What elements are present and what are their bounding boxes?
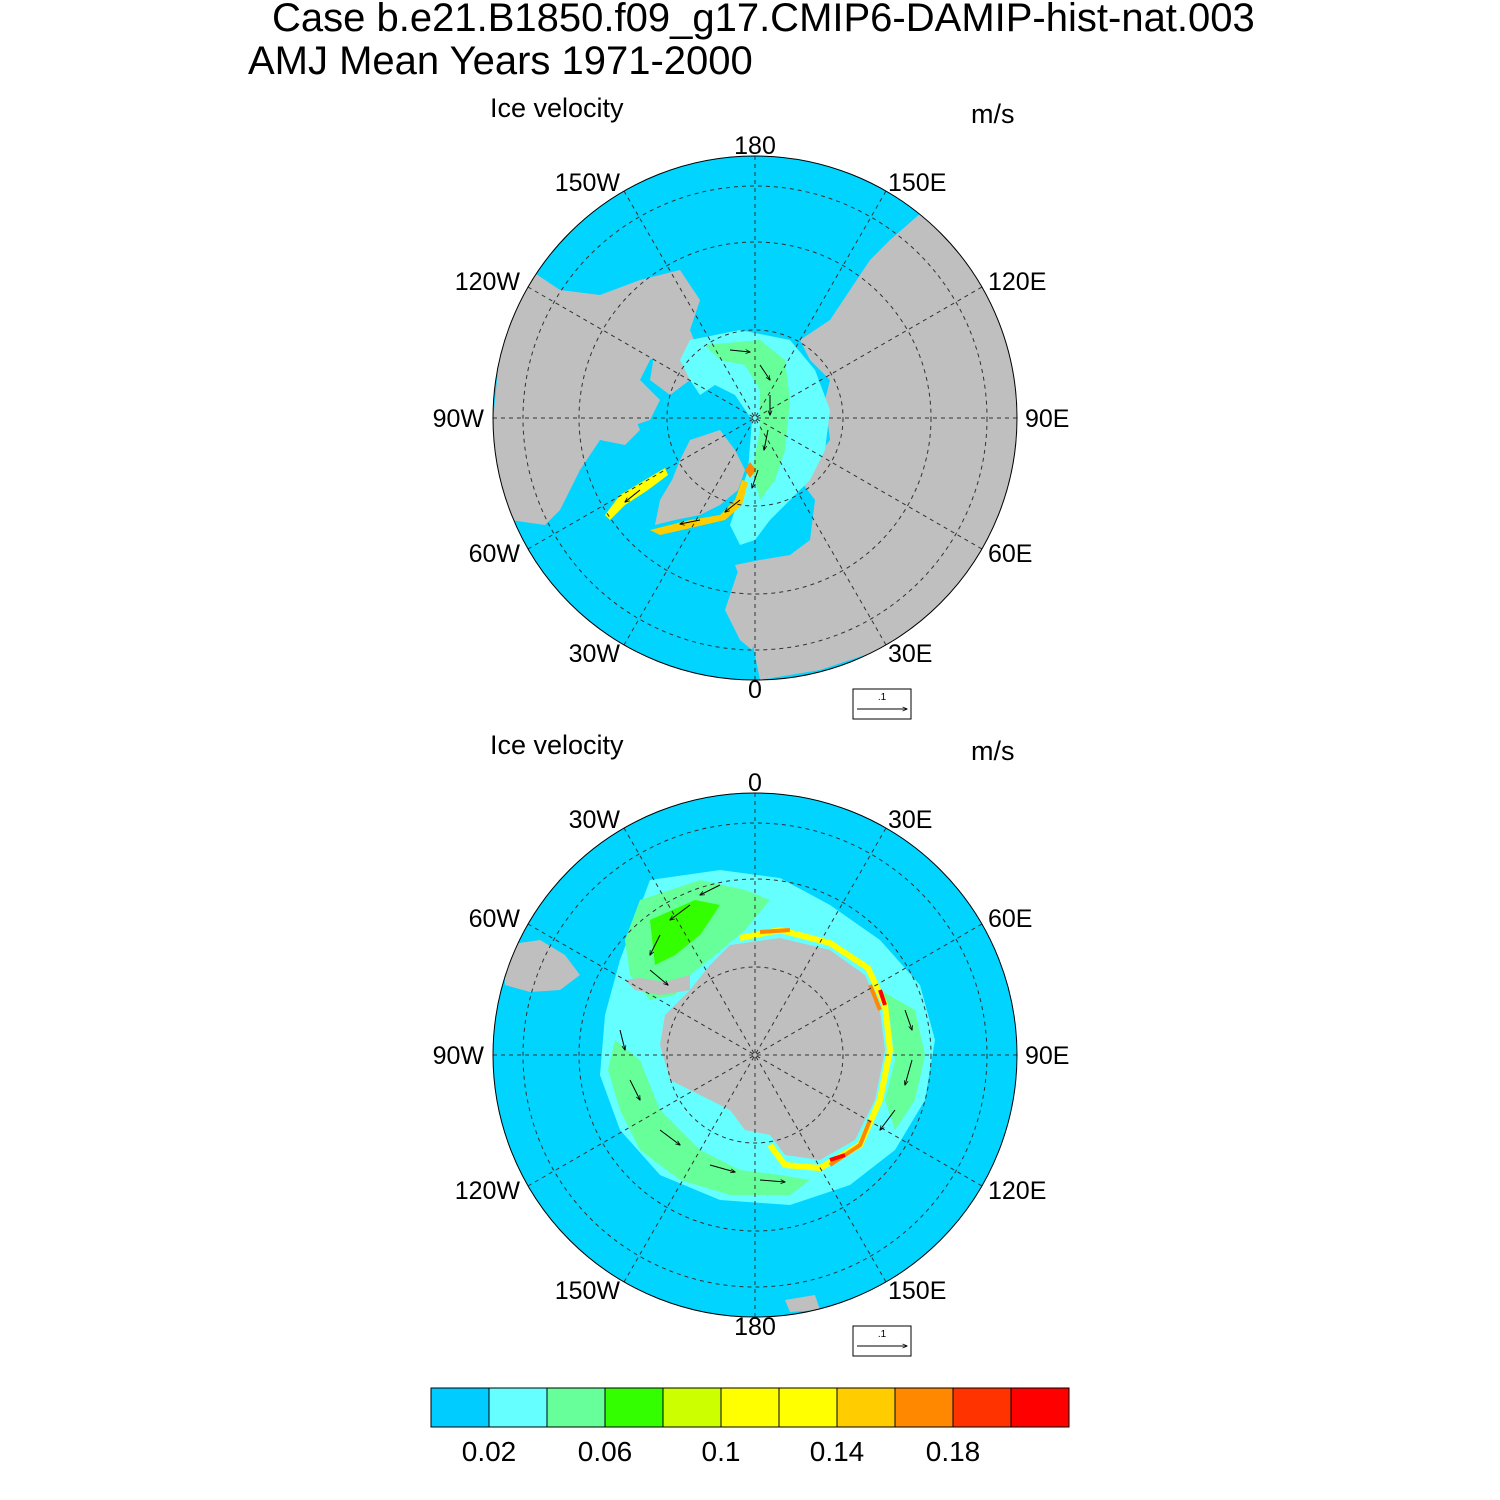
north-longitude-labels: 180 150E 120E 90E 60E 30E 0 30W 60W 90W … [433, 132, 1070, 704]
north-lon-label: 150E [888, 169, 946, 197]
colorbar-box [894, 1387, 954, 1428]
north-lon-label: 30E [888, 640, 932, 668]
colorbar-box [836, 1387, 896, 1428]
north-lon-label: 150W [555, 169, 621, 197]
figure-subtitle: AMJ Mean Years 1971-2000 [248, 39, 753, 83]
colorbar-tick-label: 0.18 [926, 1436, 981, 1467]
colorbar-box [952, 1387, 1012, 1428]
colorbar-tick-label: 0.02 [462, 1436, 517, 1467]
south-ice-ross-stream [608, 1040, 810, 1195]
south-lon-label: 30E [888, 806, 932, 834]
north-land-scandinavia [725, 560, 780, 650]
south-ice-east-stream [880, 990, 925, 1130]
north-lon-label: 60E [988, 540, 1032, 568]
colorbar [430, 1387, 1070, 1428]
colorbar-box [720, 1387, 780, 1428]
south-lon-label: 30W [569, 806, 621, 834]
south-lon-label: 60E [988, 905, 1032, 933]
colorbar-tick-labels: 0.02 0.06 0.1 0.14 0.18 [462, 1436, 981, 1467]
south-lon-label: 60W [469, 905, 521, 933]
north-panel-variable-label: Ice velocity [490, 93, 624, 123]
colorbar-box [662, 1387, 722, 1428]
south-longitude-labels: 0 30E 60E 90E 120E 150E 180 150W 120W 90… [433, 769, 1070, 1341]
north-map-border [492, 155, 1018, 681]
north-lon-label: 180 [734, 132, 776, 160]
south-reference-vector-label: .1 [878, 1329, 887, 1340]
north-panel-units-label: m/s [971, 99, 1015, 129]
north-reference-vector: .1 [852, 688, 912, 720]
north-lon-label: 0 [748, 676, 762, 704]
colorbar-box [778, 1387, 838, 1428]
south-land-antarctic-peninsula [625, 975, 690, 995]
south-land-antarctica [660, 938, 885, 1160]
north-reference-vector-label: .1 [878, 692, 887, 703]
south-reference-vector: .1 [852, 1325, 912, 1357]
south-lon-label: 0 [748, 769, 762, 797]
south-lon-label: 150E [888, 1277, 946, 1305]
north-lon-label: 90E [1025, 405, 1069, 433]
north-lon-label: 60W [469, 540, 521, 568]
south-polar-map [492, 792, 1018, 1318]
north-polar-map [492, 155, 1018, 681]
colorbar-tick-label: 0.1 [702, 1436, 741, 1467]
south-lon-label: 120W [455, 1177, 521, 1205]
north-lon-label: 120E [988, 268, 1046, 296]
south-ice-weddell-stream [625, 880, 770, 1000]
south-coastal-fast-band [739, 926, 894, 1172]
south-land-south-america [505, 940, 580, 992]
colorbar-box [488, 1387, 548, 1428]
north-lon-label: 30W [569, 640, 621, 668]
south-lon-label: 150W [555, 1277, 621, 1305]
colorbar-box [430, 1387, 490, 1428]
north-land-eurasia [735, 205, 1017, 680]
south-lon-label: 90E [1025, 1042, 1069, 1070]
colorbar-tick-label: 0.14 [810, 1436, 865, 1467]
colorbar-box [604, 1387, 664, 1428]
south-lon-label: 180 [734, 1313, 776, 1341]
colorbar-box [546, 1387, 606, 1428]
colorbar-box [1010, 1387, 1070, 1428]
south-panel-variable-label: Ice velocity [490, 730, 624, 760]
south-lon-label: 120E [988, 1177, 1046, 1205]
figure-title: Case b.e21.B1850.f09_g17.CMIP6-DAMIP-his… [272, 0, 1255, 40]
colorbar-tick-label: 0.06 [578, 1436, 633, 1467]
north-land-greenland [655, 430, 745, 525]
north-lon-label: 90W [433, 405, 485, 433]
south-lon-label: 90W [433, 1042, 485, 1070]
south-map-border [492, 792, 1018, 1318]
north-land-north-america [493, 270, 700, 525]
south-panel-units-label: m/s [971, 736, 1015, 766]
north-lon-label: 120W [455, 268, 521, 296]
